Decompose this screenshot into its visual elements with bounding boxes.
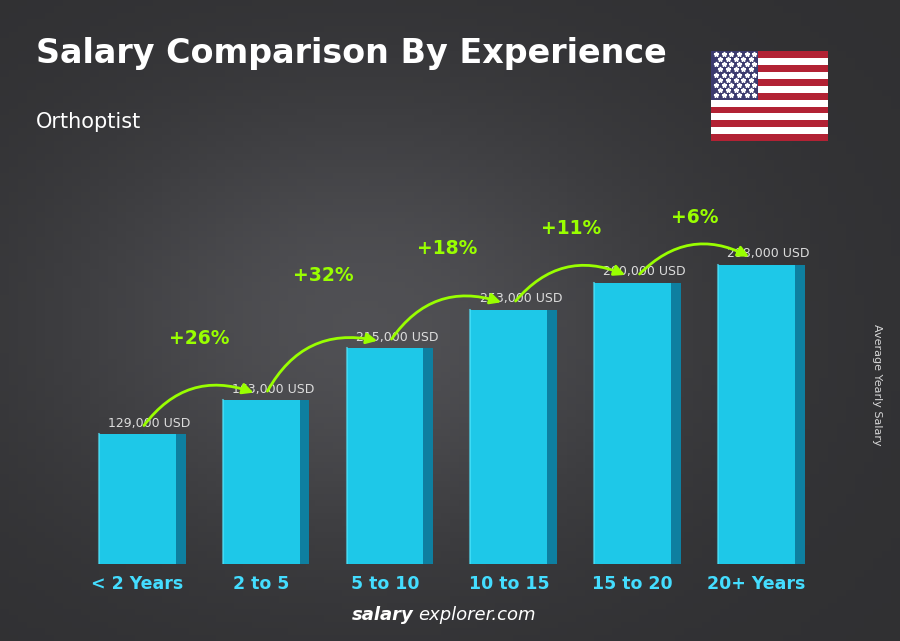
Text: 280,000 USD: 280,000 USD xyxy=(604,265,686,278)
Text: 163,000 USD: 163,000 USD xyxy=(232,383,314,396)
Bar xyxy=(711,93,828,99)
Text: +6%: +6% xyxy=(670,208,718,228)
Bar xyxy=(711,134,828,141)
Text: +32%: +32% xyxy=(292,266,354,285)
Text: 253,000 USD: 253,000 USD xyxy=(480,292,562,305)
Text: Average Yearly Salary: Average Yearly Salary xyxy=(872,324,883,445)
Text: +18%: +18% xyxy=(417,239,477,258)
Bar xyxy=(718,265,795,564)
Bar xyxy=(223,400,300,564)
Polygon shape xyxy=(300,400,310,564)
Bar xyxy=(711,121,828,127)
Text: 129,000 USD: 129,000 USD xyxy=(108,417,191,430)
Text: Orthoptist: Orthoptist xyxy=(36,112,141,132)
Polygon shape xyxy=(671,283,681,564)
Polygon shape xyxy=(547,310,557,564)
Bar xyxy=(711,51,828,58)
Bar xyxy=(711,58,828,65)
Text: 298,000 USD: 298,000 USD xyxy=(727,247,810,260)
Bar xyxy=(99,435,176,564)
Bar xyxy=(711,72,828,79)
Bar xyxy=(471,310,547,564)
Bar xyxy=(711,86,828,93)
Bar xyxy=(711,51,758,99)
Bar xyxy=(594,283,671,564)
Text: 215,000 USD: 215,000 USD xyxy=(356,331,438,344)
Text: salary: salary xyxy=(352,606,414,624)
Text: Salary Comparison By Experience: Salary Comparison By Experience xyxy=(36,37,667,70)
Polygon shape xyxy=(176,435,185,564)
Text: explorer.com: explorer.com xyxy=(418,606,536,624)
Bar xyxy=(711,113,828,121)
Bar xyxy=(711,106,828,113)
Bar xyxy=(711,127,828,134)
Text: +26%: +26% xyxy=(169,329,230,348)
Bar xyxy=(711,65,828,72)
Polygon shape xyxy=(423,348,433,564)
Bar xyxy=(711,99,828,106)
Bar xyxy=(346,348,423,564)
Polygon shape xyxy=(795,265,805,564)
Text: +11%: +11% xyxy=(541,219,601,238)
Bar xyxy=(711,79,828,86)
